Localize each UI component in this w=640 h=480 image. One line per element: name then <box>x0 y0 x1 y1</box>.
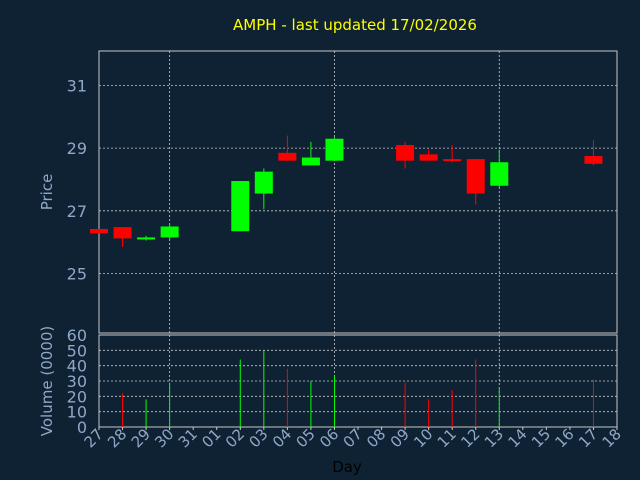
candle-body <box>584 155 603 164</box>
price-tick-label: 29 <box>67 139 87 158</box>
volume-tick-label: 10 <box>67 403 87 422</box>
price-axis-label: Price <box>38 174 56 211</box>
price-tick-label: 27 <box>67 202 87 221</box>
price-tick-label: 25 <box>67 264 87 283</box>
price-tick-label: 31 <box>67 76 87 95</box>
candle-body <box>231 181 250 232</box>
volume-tick-label: 20 <box>67 387 87 406</box>
chart-title: AMPH - last updated 17/02/2026 <box>233 16 477 34</box>
candle-body <box>325 138 344 161</box>
candle-body <box>160 226 179 238</box>
candle-body <box>419 154 438 161</box>
volume-axis-label: Volume (0000) <box>38 326 56 436</box>
volume-tick-label: 0 <box>77 418 87 437</box>
price-panel-frame <box>98 50 618 334</box>
candle-body <box>254 171 273 194</box>
candle-body <box>443 159 462 162</box>
volume-tick-label: 60 <box>67 326 87 345</box>
candle-body <box>90 228 108 234</box>
candle-body <box>113 227 132 239</box>
candle-body <box>278 152 297 161</box>
volume-tick-label: 50 <box>67 341 87 360</box>
candle-body <box>396 145 415 161</box>
volume-tick-label: 30 <box>67 372 87 391</box>
candle-body <box>490 162 509 186</box>
x-axis: 2728293031010203040506070809101112131415… <box>81 425 625 451</box>
candle-body <box>466 159 485 194</box>
volume-tick-label: 40 <box>67 357 87 376</box>
x-axis-label: Day <box>332 458 362 476</box>
candle-body <box>301 157 320 166</box>
candle-body <box>137 237 156 240</box>
price-panel: 25 27 29 31 <box>67 50 618 334</box>
